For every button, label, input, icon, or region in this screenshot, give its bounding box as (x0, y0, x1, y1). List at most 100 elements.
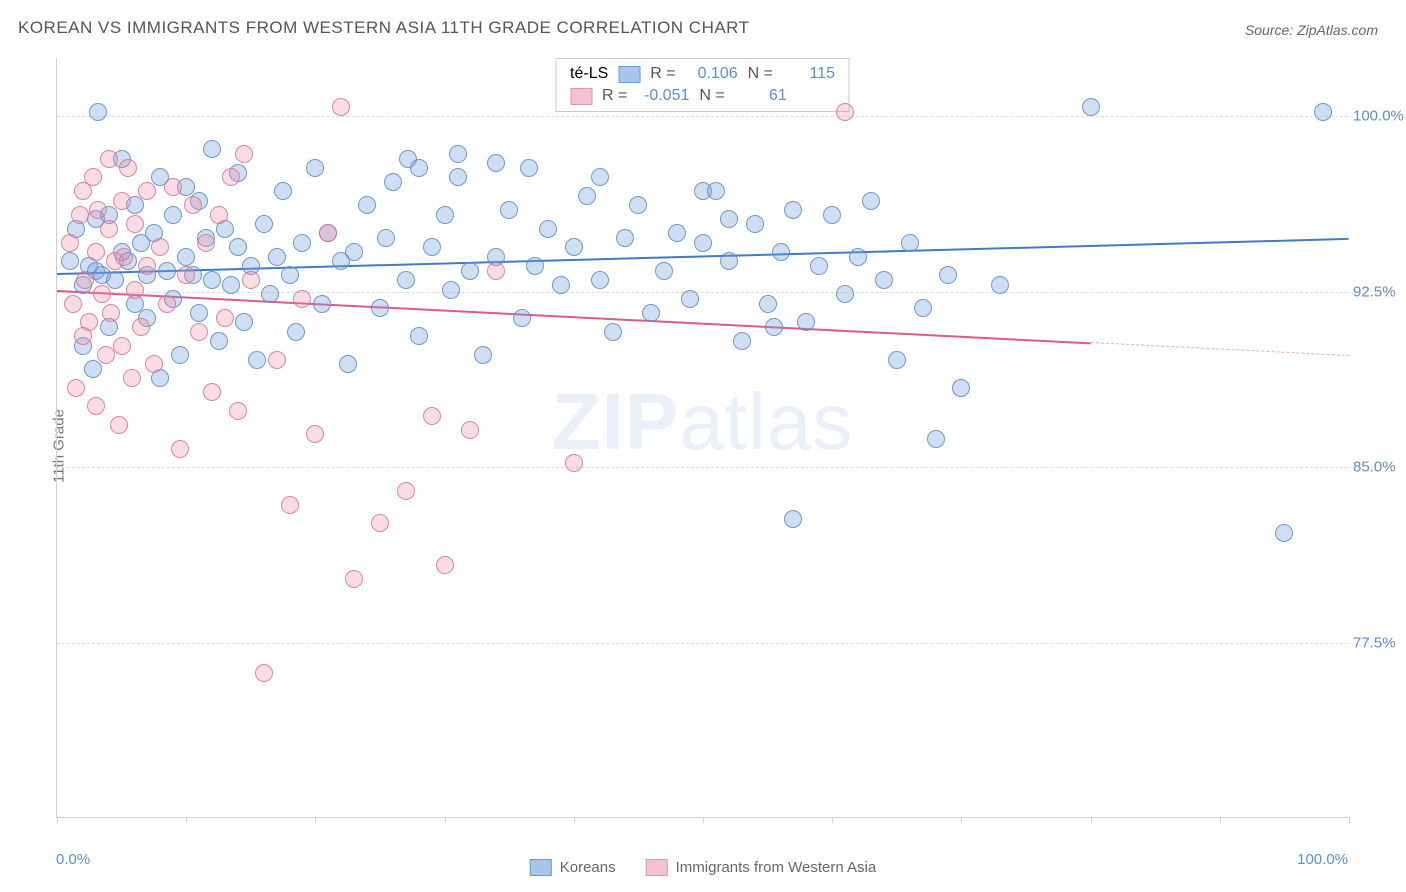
data-point (436, 206, 454, 224)
data-point (591, 271, 609, 289)
data-point (862, 192, 880, 210)
data-point (784, 510, 802, 528)
x-tick (1091, 817, 1092, 823)
data-point (565, 454, 583, 472)
data-point (591, 168, 609, 186)
data-point (151, 238, 169, 256)
data-point (1275, 524, 1293, 542)
data-point (461, 421, 479, 439)
data-point (836, 285, 854, 303)
data-point (810, 257, 828, 275)
x-tick (445, 817, 446, 823)
data-point (539, 220, 557, 238)
data-point (64, 295, 82, 313)
x-axis-max-label: 100.0% (1297, 851, 1348, 868)
swatch-blue (530, 859, 552, 876)
stat-n-value: 115 (783, 65, 835, 83)
data-point (487, 262, 505, 280)
data-point (138, 182, 156, 200)
gridline (57, 467, 1348, 468)
data-point (746, 215, 764, 233)
data-point (268, 351, 286, 369)
data-point (235, 313, 253, 331)
data-point (248, 351, 266, 369)
y-tick-label: 77.5% (1353, 634, 1406, 651)
data-point (784, 201, 802, 219)
data-point (222, 276, 240, 294)
x-tick (703, 817, 704, 823)
data-point (616, 229, 634, 247)
data-point (145, 355, 163, 373)
y-tick-label: 92.5% (1353, 283, 1406, 300)
data-point (384, 173, 402, 191)
chart-plot-area: ZIPatlas té-LS R = 0.106 N = 115 R = -0.… (56, 58, 1348, 818)
data-point (184, 196, 202, 214)
data-point (203, 140, 221, 158)
data-point (520, 159, 538, 177)
data-point (681, 290, 699, 308)
x-tick (1220, 817, 1221, 823)
x-tick (832, 817, 833, 823)
x-tick (186, 817, 187, 823)
data-point (720, 252, 738, 270)
data-point (113, 192, 131, 210)
legend-label: Immigrants from Western Asia (676, 859, 877, 876)
data-point (67, 379, 85, 397)
data-point (102, 304, 120, 322)
data-point (190, 323, 208, 341)
data-point (164, 178, 182, 196)
data-point (222, 168, 240, 186)
data-point (216, 309, 234, 327)
stat-n-value: 61 (735, 87, 787, 105)
data-point (89, 103, 107, 121)
data-point (629, 196, 647, 214)
data-point (836, 103, 854, 121)
data-point (306, 159, 324, 177)
data-point (177, 248, 195, 266)
data-point (823, 206, 841, 224)
data-point (565, 238, 583, 256)
swatch-pink (570, 88, 592, 105)
data-point (171, 440, 189, 458)
data-point (93, 285, 111, 303)
data-point (274, 182, 292, 200)
data-point (371, 299, 389, 317)
data-point (1314, 103, 1332, 121)
data-point (76, 271, 94, 289)
data-point (526, 257, 544, 275)
data-point (110, 416, 128, 434)
data-point (423, 238, 441, 256)
data-point (210, 206, 228, 224)
data-point (132, 318, 150, 336)
data-point (281, 266, 299, 284)
data-point (772, 243, 790, 261)
data-point (474, 346, 492, 364)
data-point (287, 323, 305, 341)
data-point (87, 243, 105, 261)
stat-label: N = (748, 65, 773, 83)
data-point (552, 276, 570, 294)
x-axis-min-label: 0.0% (56, 851, 90, 868)
watermark-text: ZIPatlas (552, 376, 853, 468)
data-point (694, 234, 712, 252)
data-point (115, 248, 133, 266)
data-point (100, 220, 118, 238)
data-point (578, 187, 596, 205)
data-point (410, 327, 428, 345)
data-point (513, 309, 531, 327)
data-point (797, 313, 815, 331)
x-tick (574, 817, 575, 823)
data-point (89, 201, 107, 219)
data-point (197, 234, 215, 252)
data-point (123, 369, 141, 387)
legend-label: Koreans (560, 859, 616, 876)
data-point (281, 496, 299, 514)
data-point (487, 154, 505, 172)
data-point (106, 271, 124, 289)
data-point (203, 271, 221, 289)
stat-label: R = (650, 65, 675, 83)
data-point (87, 397, 105, 415)
source-label: Source: ZipAtlas.com (1245, 22, 1378, 38)
data-point (707, 182, 725, 200)
data-point (604, 323, 622, 341)
